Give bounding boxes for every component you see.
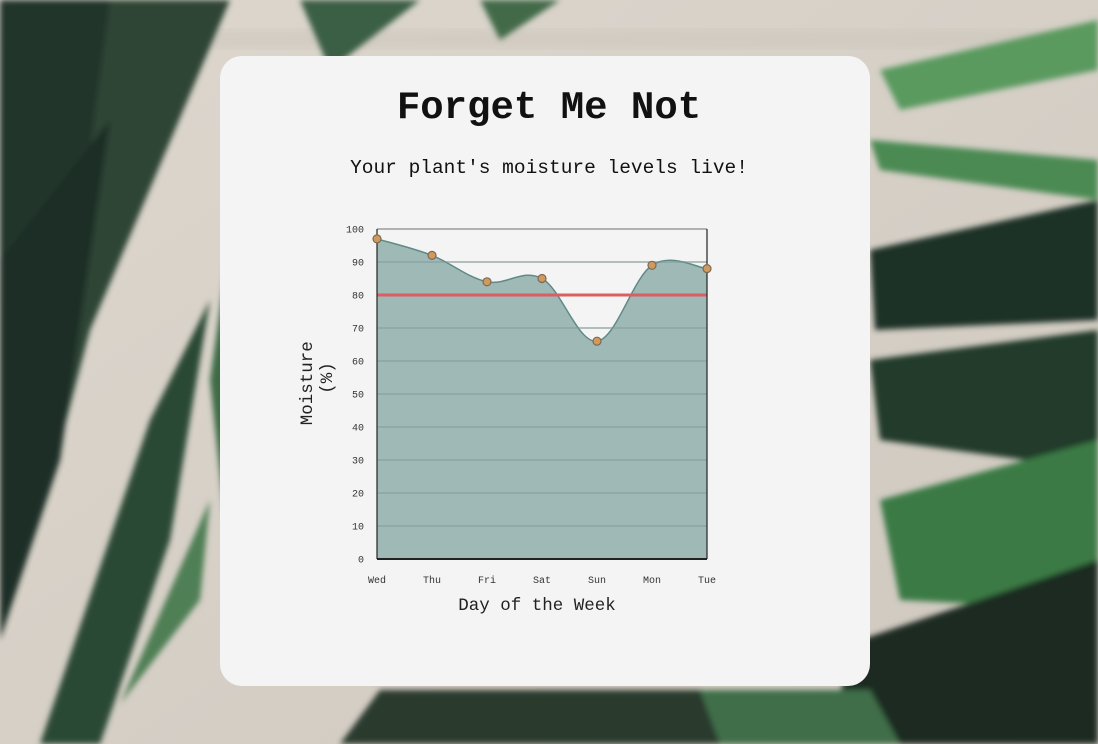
page-title: Forget Me Not [396, 86, 702, 130]
chart-card [220, 56, 870, 686]
page-subtitle: Your plant's moisture levels live! [350, 157, 748, 179]
